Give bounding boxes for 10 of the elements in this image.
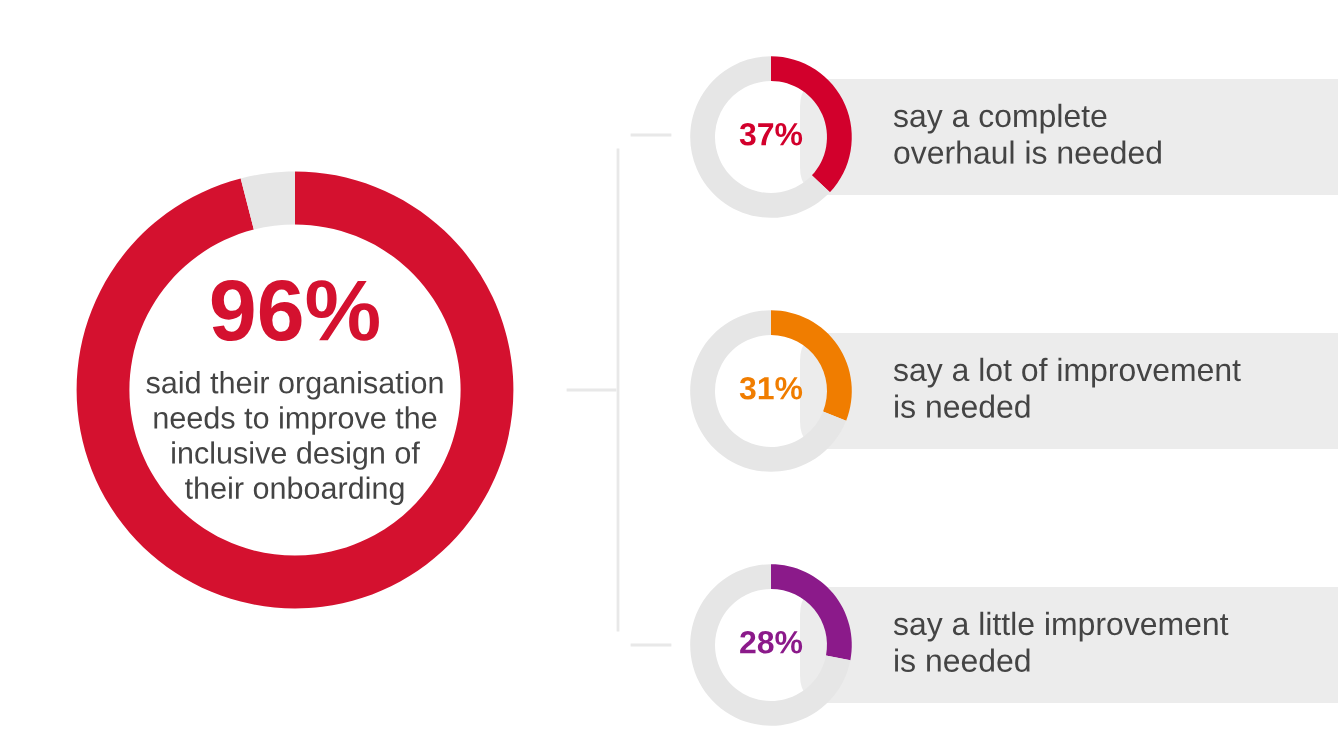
donut-slice xyxy=(76,171,514,609)
text: say a lot of improvement is needed xyxy=(893,357,1241,418)
data-label: 28% xyxy=(740,630,803,654)
text: said their organisation needs to improve the inclusive design of their onboarding xyxy=(146,371,443,505)
data-label: 31% xyxy=(739,376,803,400)
text: say a complete overhaul is needed xyxy=(893,103,1161,164)
text: say a little improvement is needed xyxy=(893,611,1229,672)
donut-slice xyxy=(240,171,295,230)
data-label: 37% xyxy=(739,122,803,146)
data-label: 96% xyxy=(211,280,379,342)
